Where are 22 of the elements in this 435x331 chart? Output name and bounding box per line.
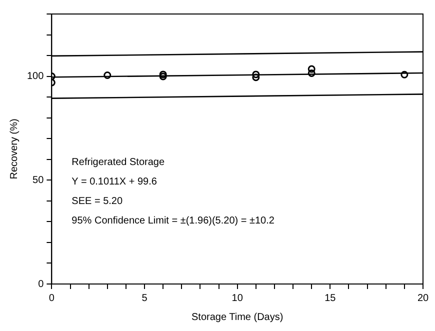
y-tick-label: 100 [26,71,44,82]
annotation: Y = 0.1011X + 99.6 [72,176,158,188]
point [308,65,316,73]
point [308,69,316,77]
y-tick-label: 50 [32,174,44,186]
point [159,72,167,80]
point [400,70,408,78]
point [159,70,167,78]
point [252,74,260,82]
annotation: SEE = 5.20 [72,196,123,207]
point [104,72,112,80]
annotation: 95% Confidence Limit = ±(1.96)(5.20) = ±10.2 [72,215,275,226]
x-tick-label: 10 [232,292,244,304]
annotation: Refrigerated Storage [72,156,165,168]
x-tick-label: 5 [142,292,148,304]
x-tick-label: 0 [48,292,55,304]
y-tick-label: 0 [38,278,44,290]
x-axis-title: Storage Time (Days) [191,312,284,323]
point [252,70,260,78]
y-axis-title: Recovery (%) [8,118,20,180]
x-tick-label: 15 [324,292,336,304]
x-tick-label: 20 [417,292,429,304]
